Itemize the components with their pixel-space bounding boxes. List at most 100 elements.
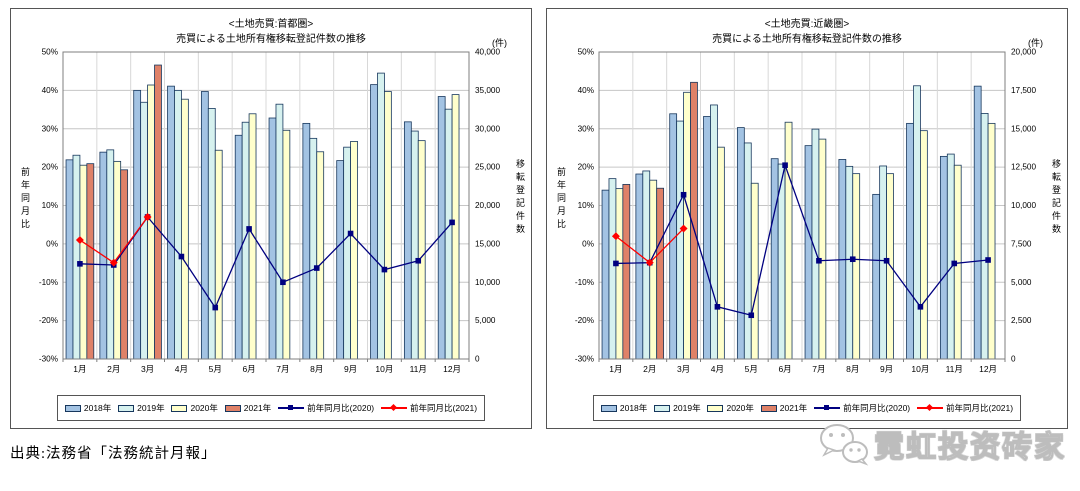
legend-item: 2018年: [600, 402, 647, 414]
bar-2019年: [275, 103, 284, 360]
right-axis-tick: 7,500: [1011, 239, 1032, 248]
x-label: 5月: [745, 364, 758, 374]
bar-2018年: [804, 145, 813, 360]
right-axis-tick: 25,000: [475, 163, 500, 172]
bar-2018年: [437, 96, 446, 360]
legend-bar-swatch: [118, 404, 135, 412]
marker-square: [951, 260, 958, 267]
legend-item: 2018年: [64, 402, 111, 414]
legend-line-swatch: [278, 405, 305, 410]
marker-diamond: [75, 236, 84, 244]
bar-2019年: [444, 108, 453, 360]
legend-item: 2020年: [707, 402, 754, 414]
chart-subtitle: 売買による土地所有権移転登記件数の推移: [176, 33, 366, 45]
bar-2020年: [214, 149, 223, 360]
left-axis-tick: 50%: [578, 48, 594, 57]
bar-2019年: [343, 146, 351, 360]
legend-marker: [824, 405, 830, 410]
bar-2019年: [743, 142, 752, 360]
bar-2019年: [946, 153, 955, 360]
marker-square: [714, 304, 721, 310]
right-axis-tick: 30,000: [475, 124, 500, 133]
x-label: 12月: [979, 364, 997, 374]
right-axis-tick: 40,000: [475, 48, 500, 57]
bar-2020年: [987, 122, 996, 360]
marker-square: [415, 257, 422, 264]
right-axis-tick: 0: [1011, 355, 1016, 364]
bar-2019年: [241, 121, 250, 360]
bar-2021年: [656, 187, 665, 360]
marker-square: [381, 266, 388, 273]
x-label: 1月: [609, 364, 622, 374]
bar-2020年: [282, 129, 291, 360]
left-axis-tick: -30%: [575, 355, 594, 364]
x-label: 2月: [643, 364, 656, 374]
left-axis-title: 前年同月比: [556, 167, 566, 232]
right-axis-tick: 0: [475, 355, 480, 364]
bar-2019年: [608, 178, 617, 360]
legend-bar-swatch: [760, 404, 777, 412]
marker-diamond: [143, 213, 152, 221]
bar-2018年: [736, 127, 745, 360]
marker-square: [782, 162, 788, 169]
chart-subtitle: 売買による土地所有権移転登記件数の推移: [712, 33, 902, 45]
x-label: 5月: [209, 364, 222, 374]
legend-label: 前年同月比(2021): [410, 403, 478, 413]
bar-2020年: [852, 173, 861, 360]
chart-panel-kinki: <土地売買:近畿圏> 売買による土地所有権移転登記件数の推移 (件) 前年同月比…: [546, 8, 1068, 429]
marker-diamond: [611, 232, 620, 241]
left-axis-tick: 50%: [42, 48, 58, 57]
right-axis-tick: 2,500: [1011, 316, 1032, 325]
legend-bar-swatch: [707, 404, 724, 412]
legend-marker: [925, 403, 934, 412]
wechat-icon: [820, 424, 869, 466]
chart-legend: 2018年 2019年 2020年 2021年 前年同月比(2020) 前年同月比(202…: [593, 395, 1021, 421]
left-axis-tick: -30%: [39, 355, 58, 364]
x-label: 11月: [410, 364, 427, 374]
bar-2020年: [615, 188, 624, 360]
bar-2020年: [384, 91, 392, 360]
x-label: 8月: [310, 364, 323, 374]
marker-square: [313, 265, 320, 271]
bar-2018年: [167, 85, 175, 360]
legend-line-swatch: [917, 403, 944, 412]
left-axis-tick: -20%: [575, 316, 594, 325]
x-label: 7月: [276, 364, 289, 374]
line-前年同月比(2020): [615, 162, 989, 317]
chart-svg-kinki: 50% 20,000 40% 17,500 30% 15,000 20% 12,500 10% 1…: [575, 48, 1037, 374]
x-label: 1月: [73, 364, 86, 374]
x-label: 9月: [880, 364, 893, 374]
right-axis-tick: 10,000: [475, 278, 500, 287]
x-label: 2月: [107, 364, 120, 374]
bar-2020年: [717, 146, 725, 360]
bar-2018年: [906, 122, 914, 360]
legend-label: 前年同月比(2021): [946, 403, 1014, 413]
chart-title-block: <土地売買:近畿圏> 売買による土地所有権移転登記件数の推移: [547, 18, 1067, 47]
bar-2021年: [86, 163, 95, 360]
x-label: 12月: [443, 364, 461, 374]
x-label: 10月: [911, 364, 929, 374]
legend-bar-swatch: [171, 404, 188, 412]
legend-item: 前年同月比(2020): [278, 402, 374, 414]
right-axis-tick: 15,000: [475, 239, 500, 248]
chart-panel-metropolitan: <土地売買:首都圏> 売買による土地所有権移転登記件数の推移 (件) 前年同月比…: [10, 8, 532, 429]
chart-legend: 2018年 2019年 2020年 2021年 前年同月比(2020) 前年同月比(202…: [57, 395, 485, 421]
bar-2018年: [939, 155, 948, 360]
marker-square: [613, 260, 619, 267]
bar-2018年: [133, 89, 142, 360]
left-axis-tick: -10%: [575, 278, 594, 287]
marker-square: [449, 219, 455, 226]
bar-2018年: [635, 173, 644, 360]
x-label: 7月: [812, 364, 825, 374]
left-axis-tick: 40%: [578, 86, 594, 95]
watermark-text: 霓虹投资砖家: [873, 430, 1066, 464]
bar-2018年: [601, 189, 610, 360]
bar-2018年: [302, 122, 311, 360]
bar-2019年: [72, 154, 81, 360]
left-axis-tick: 30%: [42, 124, 58, 133]
legend-label: 2021年: [779, 403, 808, 413]
legend-item: 前年同月比(2020): [814, 402, 910, 414]
bar-2019年: [377, 72, 385, 360]
left-axis-tick: 30%: [578, 124, 594, 133]
bar-2020年: [750, 182, 759, 360]
